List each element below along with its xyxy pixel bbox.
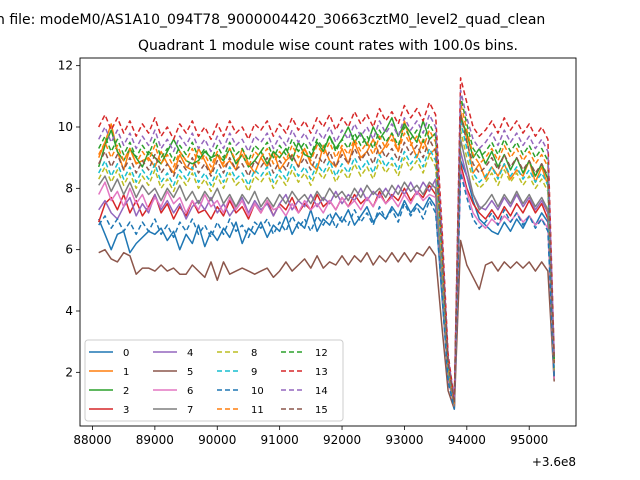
- series-line-7: [98, 138, 555, 407]
- series-line-10: [98, 172, 555, 410]
- figure-suptitle: n file: modeM0/AS1A10_094T78_9000004420_…: [0, 12, 545, 28]
- series-line-4: [98, 150, 555, 407]
- legend-label-8: 8: [251, 348, 257, 359]
- legend-label-12: 12: [315, 348, 328, 359]
- x-tick-label: 93000: [385, 433, 423, 447]
- legend-label-14: 14: [315, 386, 328, 397]
- x-tick-label: 92000: [323, 433, 361, 447]
- legend-label-3: 3: [123, 405, 129, 416]
- series-line-5: [98, 239, 555, 410]
- series-line-9: [98, 120, 555, 404]
- legend-label-6: 6: [187, 386, 193, 397]
- y-tick-label: 10: [58, 120, 73, 134]
- legend-label-9: 9: [251, 367, 257, 378]
- series-line-6: [98, 169, 555, 407]
- legend-label-2: 2: [123, 386, 129, 397]
- x-tick-label: 94000: [448, 433, 486, 447]
- series-line-11: [98, 101, 555, 404]
- y-tick-label: 4: [65, 304, 73, 318]
- x-axis-offset-label: +3.6e8: [532, 455, 576, 469]
- series-line-15: [98, 113, 555, 404]
- chart-title: Quadrant 1 module wise count rates with …: [138, 38, 518, 54]
- legend-label-4: 4: [187, 348, 193, 359]
- plot-frame: [79, 57, 577, 427]
- series-line-1: [98, 110, 555, 409]
- y-axis: 2 4 6 8 10 12: [58, 59, 80, 379]
- x-tick-label: 90000: [198, 433, 236, 447]
- series-line-0: [98, 159, 555, 409]
- legend-label-15: 15: [315, 405, 328, 416]
- legend-label-11: 11: [251, 405, 264, 416]
- legend-label-5: 5: [187, 367, 193, 378]
- x-tick-label: 89000: [136, 433, 174, 447]
- legend-label-1: 1: [123, 367, 129, 378]
- y-tick-label: 2: [65, 365, 73, 379]
- series-line-12: [98, 95, 555, 401]
- x-tick-label: 91000: [261, 433, 299, 447]
- legend-label-13: 13: [315, 367, 328, 378]
- series-layer: [97, 77, 555, 410]
- series-line-3: [97, 163, 555, 407]
- x-axis: 88000 89000 90000 91000 92000 93000 94000 95000: [73, 426, 548, 447]
- y-tick-label: 12: [58, 59, 73, 73]
- x-tick-label: 95000: [510, 433, 548, 447]
- y-tick-label: 8: [65, 181, 73, 195]
- legend-box: [84, 339, 344, 422]
- y-tick-label: 6: [65, 243, 73, 257]
- legend-label-0: 0: [123, 348, 129, 359]
- series-line-8: [98, 129, 555, 404]
- legend-label-7: 7: [187, 405, 193, 416]
- series-line-14: [98, 89, 555, 401]
- x-tick-label: 88000: [73, 433, 111, 447]
- legend-label-10: 10: [251, 386, 264, 397]
- series-line-13: [98, 77, 555, 401]
